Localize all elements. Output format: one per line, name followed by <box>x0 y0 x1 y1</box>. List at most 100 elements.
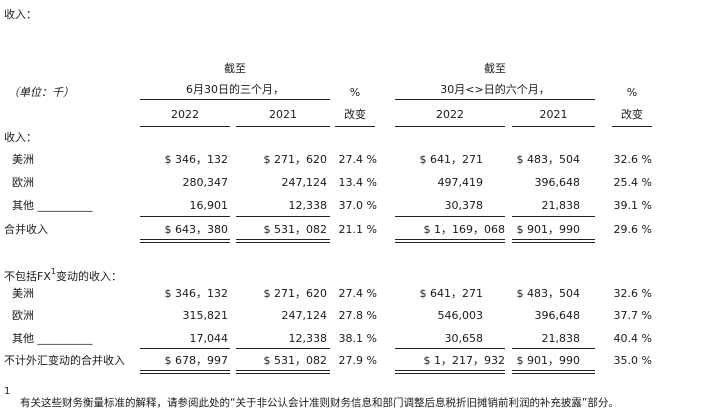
footnote-text: 有关这些财务衡量标准的解释，请参阅此处的“关于非公认会计准则财务信息和部门调整后… <box>20 397 619 409</box>
cell-h2022: 30,658 <box>444 332 484 345</box>
total-double-rule <box>512 239 595 243</box>
cell-q2022: 280,347 <box>182 176 229 189</box>
total-hpct: 35.0 % <box>613 354 652 367</box>
total-qpct: 27.9 % <box>338 354 377 367</box>
cell-q2021: 247,124 <box>281 176 328 189</box>
cell-q2021: 12,338 <box>288 199 328 212</box>
revenue-section-label: 收入： <box>4 131 37 144</box>
footnote-marker: 1 <box>4 386 11 397</box>
row-label: 美洲 <box>12 153 34 166</box>
total-h2022: $ 1，217，932 <box>423 354 506 367</box>
cell-h2022: 497,419 <box>437 176 484 189</box>
cell-qpct: 27.4 % <box>338 153 377 166</box>
row-label: 欧洲 <box>12 176 34 189</box>
year-2021-h: 2021 <box>539 108 568 121</box>
total-q2021: $ 531，082 <box>263 223 328 236</box>
cell-h2022: $ 641，271 <box>419 153 484 166</box>
pct-header-top-q: % <box>349 86 361 99</box>
cell-q2021: $ 271，620 <box>263 287 328 300</box>
subtotal-rule <box>395 216 505 217</box>
total-hpct: 29.6 % <box>613 223 652 236</box>
col-rule <box>512 126 595 127</box>
cell-h2021: 21,838 <box>541 199 581 212</box>
cell-q2022: $ 346，132 <box>164 287 229 300</box>
subtotal-rule <box>236 348 330 349</box>
cell-h2022: 30,378 <box>444 199 484 212</box>
cell-h2021: $ 483，504 <box>516 153 581 166</box>
cell-q2021: 247,124 <box>281 309 328 322</box>
year-2022-q: 2022 <box>171 108 199 121</box>
cell-hpct: 32.6 % <box>613 153 652 166</box>
col-rule <box>335 126 375 127</box>
row-label: 美洲 <box>12 287 34 300</box>
cell-q2022: 16,901 <box>189 199 229 212</box>
cell-qpct: 37.0 % <box>338 199 377 212</box>
cell-qpct: 27.8 % <box>338 309 377 322</box>
cell-hpct: 37.7 % <box>613 309 652 322</box>
total-q2022: $ 643，380 <box>164 223 229 236</box>
total-double-rule <box>395 239 505 243</box>
subtotal-rule <box>512 216 595 217</box>
subtotal-rule <box>140 216 230 217</box>
total-row-label: 合并收入 <box>4 223 48 236</box>
subtotal-rule <box>512 348 595 349</box>
total-qpct: 21.1 % <box>338 223 377 236</box>
subtotal-rule <box>395 348 505 349</box>
cell-hpct: 39.1 % <box>613 199 652 212</box>
year-2022-h: 2022 <box>436 108 464 121</box>
cell-q2022: $ 346，132 <box>164 153 229 166</box>
pct-header-bottom-q: 改变 <box>344 108 366 121</box>
row-label: 欧洲 <box>12 309 34 322</box>
three-months-header-rule <box>140 99 330 100</box>
cell-h2021: 396,648 <box>534 309 581 322</box>
cell-h2022: 546,003 <box>437 309 484 322</box>
total-double-rule <box>140 370 230 374</box>
cell-qpct: 13.4 % <box>338 176 377 189</box>
cell-q2022: 315,821 <box>182 309 229 322</box>
fx-section-label: 不包括FX1变动的收入： <box>4 265 122 284</box>
cell-h2021: 396,648 <box>534 176 581 189</box>
total-h2021: $ 901，990 <box>516 223 581 236</box>
cell-h2021: 21,838 <box>541 332 581 345</box>
fx-label-pre: 不包括FX <box>4 270 51 283</box>
pct-header-bottom-h: 改变 <box>621 108 643 121</box>
pct-header-top-h: % <box>626 86 638 99</box>
total-double-rule <box>236 239 330 243</box>
col-rule <box>140 126 230 127</box>
cell-h2021: $ 483，504 <box>516 287 581 300</box>
total-q2022: $ 678，997 <box>164 354 229 367</box>
total-double-rule <box>236 370 330 374</box>
total-double-rule <box>140 239 230 243</box>
row-label: 其他 __________ <box>12 199 93 212</box>
cell-q2021: $ 271，620 <box>263 153 328 166</box>
cell-hpct: 25.4 % <box>613 176 652 189</box>
cell-hpct: 32.6 % <box>613 287 652 300</box>
cell-h2022: $ 641，271 <box>419 287 484 300</box>
fx-label-post: 变动的收入： <box>55 270 122 283</box>
cell-hpct: 40.4 % <box>613 332 652 345</box>
total-h2021: $ 901，990 <box>516 354 581 367</box>
six-months-header-rule <box>395 99 595 100</box>
unit-label: （单位：千） <box>8 86 74 99</box>
col-rule <box>395 126 505 127</box>
three-months-header-top: 截至 <box>224 62 246 75</box>
three-months-header-bottom: 6月30日的三个月， <box>186 83 284 96</box>
six-months-header-bottom: 30月<>日的六个月， <box>440 83 550 96</box>
total-double-rule <box>512 370 595 374</box>
col-rule <box>236 126 330 127</box>
row-label: 其他 __________ <box>12 332 93 345</box>
total-q2021: $ 531，082 <box>263 354 328 367</box>
total-double-rule <box>395 370 505 374</box>
fx-total-row-label: 不计外汇变动的合并收入 <box>4 354 125 367</box>
section-title: 收入： <box>4 8 37 21</box>
total-h2022: $ 1，169，068 <box>423 223 506 236</box>
year-2021-q: 2021 <box>269 108 297 121</box>
subtotal-rule <box>140 348 230 349</box>
cell-q2021: 12,338 <box>288 332 328 345</box>
fx-footnote-marker: 1 <box>50 267 56 276</box>
six-months-header-top: 截至 <box>484 62 506 75</box>
cell-qpct: 38.1 % <box>338 332 377 345</box>
subtotal-rule <box>236 216 330 217</box>
col-rule <box>612 126 652 127</box>
cell-qpct: 27.4 % <box>338 287 377 300</box>
